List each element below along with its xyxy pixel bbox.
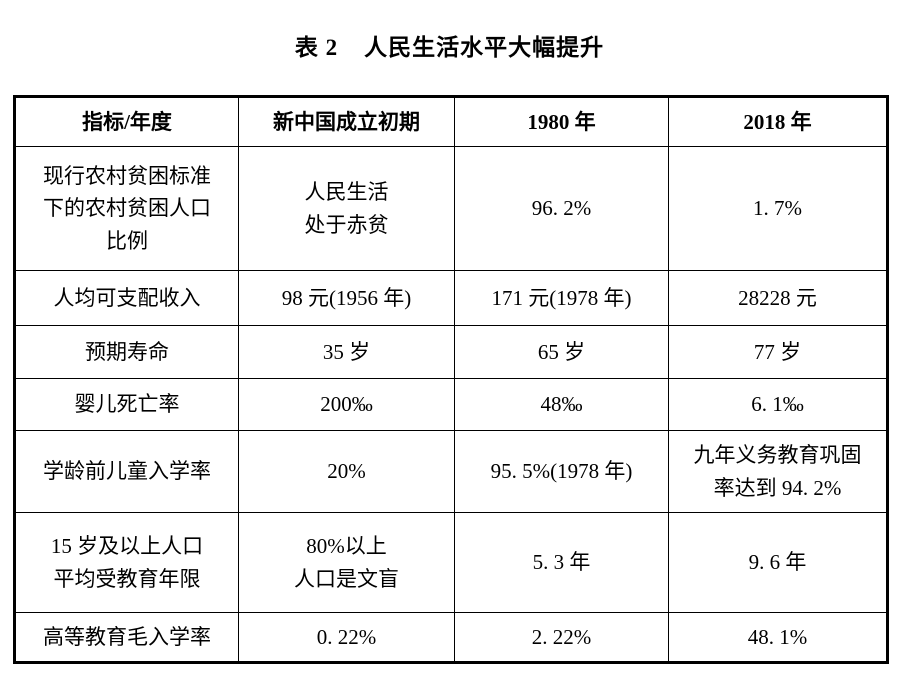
indicator-cell: 高等教育毛入学率: [14, 612, 239, 663]
indicator-cell: 人均可支配收入: [14, 270, 239, 326]
table-title: 表 2 人民生活水平大幅提升: [0, 28, 899, 62]
value-cell: 77 岁: [668, 325, 888, 379]
value-cell: 九年义务教育巩固 率达到 94. 2%: [668, 430, 888, 513]
column-header: 1980 年: [454, 96, 669, 147]
value-cell: 35 岁: [238, 325, 455, 379]
indicator-cell: 婴儿死亡率: [14, 378, 239, 431]
value-cell: 6. 1‰: [668, 378, 888, 431]
value-cell: 65 岁: [454, 325, 669, 379]
value-cell: 5. 3 年: [454, 512, 669, 613]
value-cell: 171 元(1978 年): [454, 270, 669, 326]
value-cell: 2. 22%: [454, 612, 669, 663]
column-header: 2018 年: [668, 96, 888, 147]
table-row: 预期寿命 35 岁 65 岁 77 岁: [14, 325, 888, 379]
value-cell: 95. 5%(1978 年): [454, 430, 669, 513]
value-cell: 48‰: [454, 378, 669, 431]
column-header: 指标/年度: [14, 96, 239, 147]
value-cell: 1. 7%: [668, 146, 888, 271]
value-cell: 80%以上 人口是文盲: [238, 512, 455, 613]
table-row: 现行农村贫困标准 下的农村贫困人口 比例 人民生活 处于赤贫 96. 2% 1. 7%: [14, 146, 888, 271]
value-cell: 0. 22%: [238, 612, 455, 663]
stats-table: 指标/年度 新中国成立初期 1980 年 2018 年 现行农村贫困标准 下的农村贫困…: [13, 95, 889, 664]
table-row: 高等教育毛入学率 0. 22% 2. 22% 48. 1%: [14, 612, 888, 663]
value-cell: 96. 2%: [454, 146, 669, 271]
indicator-cell: 15 岁及以上人口 平均受教育年限: [14, 512, 239, 613]
column-header: 新中国成立初期: [238, 96, 455, 147]
value-cell: 200‰: [238, 378, 455, 431]
header-row: 指标/年度 新中国成立初期 1980 年 2018 年: [14, 96, 888, 147]
indicator-cell: 学龄前儿童入学率: [14, 430, 239, 513]
indicator-cell: 预期寿命: [14, 325, 239, 379]
value-cell: 48. 1%: [668, 612, 888, 663]
table-title-text: 人民生活水平大幅提升: [364, 35, 605, 60]
value-cell: 98 元(1956 年): [238, 270, 455, 326]
table-row: 人均可支配收入 98 元(1956 年) 171 元(1978 年) 28228 元: [14, 270, 888, 326]
table-body: 现行农村贫困标准 下的农村贫困人口 比例 人民生活 处于赤贫 96. 2% 1. 7%…: [14, 146, 888, 663]
value-cell: 28228 元: [668, 270, 888, 326]
table-row: 婴儿死亡率 200‰ 48‰ 6. 1‰: [14, 378, 888, 431]
table-row: 学龄前儿童入学率 20% 95. 5%(1978 年) 九年义务教育巩固 率达到 94…: [14, 430, 888, 513]
value-cell: 人民生活 处于赤贫: [238, 146, 455, 271]
indicator-cell: 现行农村贫困标准 下的农村贫困人口 比例: [14, 146, 239, 271]
table-row: 15 岁及以上人口 平均受教育年限 80%以上 人口是文盲 5. 3 年 9. 6 年: [14, 512, 888, 613]
value-cell: 20%: [238, 430, 455, 513]
value-cell: 9. 6 年: [668, 512, 888, 613]
table-number: 表 2: [294, 35, 339, 60]
